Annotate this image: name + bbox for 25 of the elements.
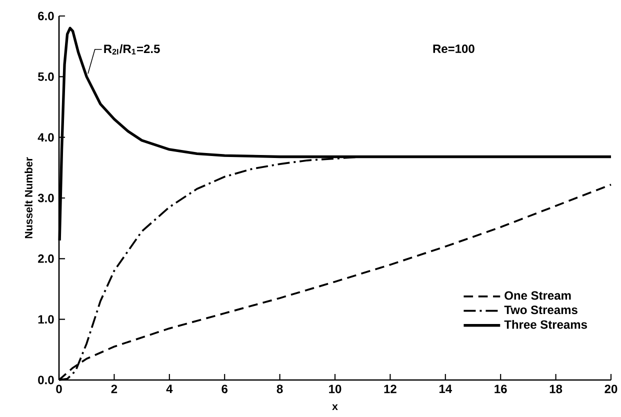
annotation: R$_{2I}$/R$_{1}$=2.5: [104, 44, 160, 54]
y-tick-label: 4.0: [38, 133, 54, 142]
x-tick-label: 16: [494, 384, 507, 394]
x-tick-label: 0: [56, 384, 62, 394]
legend-label: One Stream: [504, 291, 571, 300]
y-tick-label: 1.0: [38, 315, 54, 324]
x-tick-label: 18: [550, 384, 562, 394]
x-tick-label: 14: [439, 384, 452, 393]
x-tick-label: 10: [329, 384, 342, 394]
x-tick-label: 6: [222, 384, 228, 394]
y-tick-label: 5.0: [38, 72, 54, 81]
y-tick-label: 2.0: [38, 254, 54, 263]
x-tick-label: 20: [604, 384, 618, 394]
y-tick-label: 0.0: [38, 376, 54, 384]
x-tick-label: 8: [276, 384, 283, 394]
x-tick-label: 2: [111, 384, 118, 394]
x-axis-title: x: [332, 404, 338, 410]
y-tick-label: 6.0: [38, 12, 54, 20]
annotation: Re=100: [433, 44, 474, 54]
legend-label: Two Streams: [504, 306, 578, 314]
y-axis-title: Nusselt Number: [24, 157, 32, 238]
x-tick-label: 12: [384, 384, 396, 394]
legend-label: Three Streams: [504, 320, 587, 329]
x-tick-label: 4: [166, 384, 173, 393]
y-tick-label: 3.0: [38, 194, 54, 202]
